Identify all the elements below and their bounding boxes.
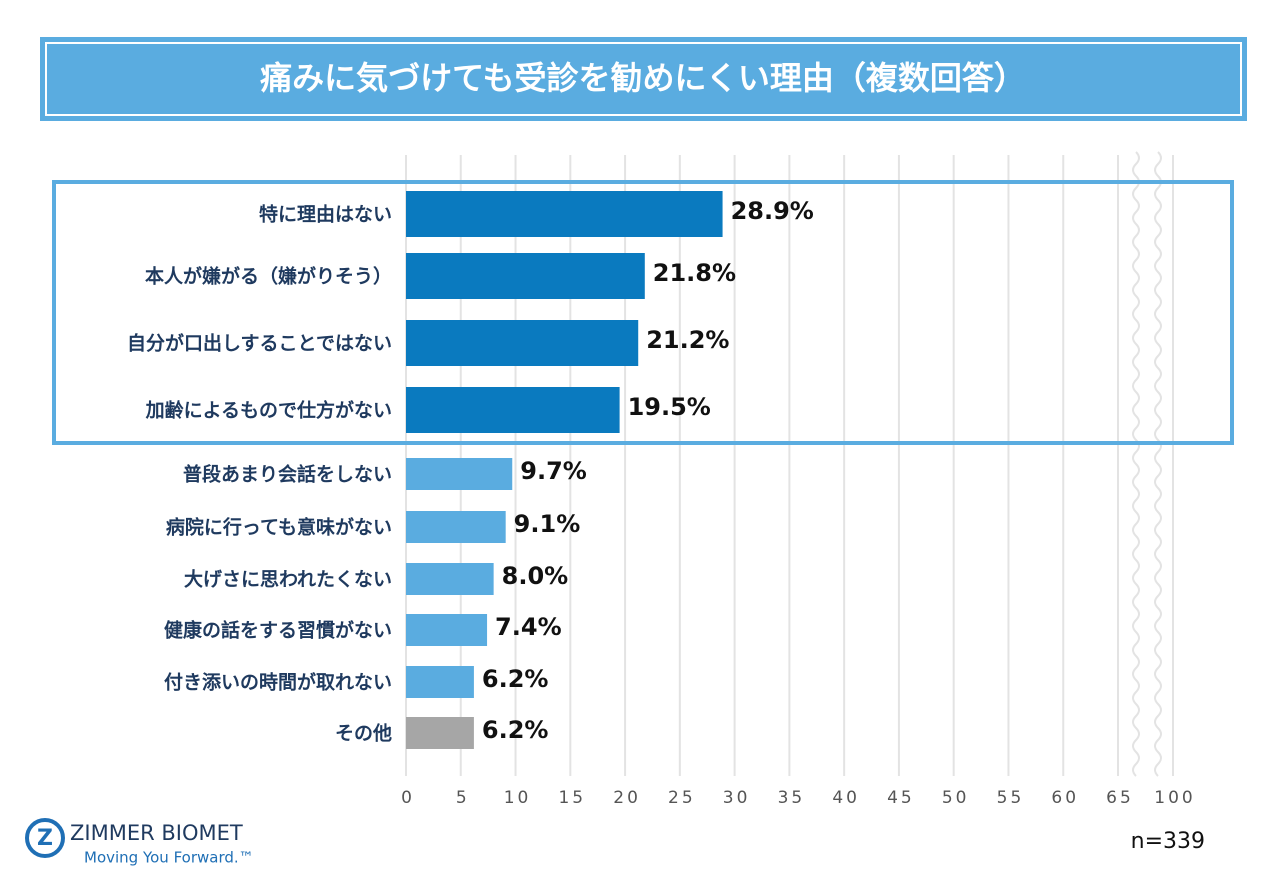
bar [406, 511, 506, 543]
logo-letter: Z [37, 826, 53, 851]
chart-title: 痛みに気づけても受診を勧めにくい理由（複数回答） [260, 59, 1026, 97]
y-tick-label: 病院に行っても意味がない [166, 516, 392, 539]
y-tick-label: 特に理由はない [259, 203, 392, 226]
x-tick-label: 45 [887, 788, 915, 808]
y-tick-label: 大げさに思われたくない [184, 568, 392, 591]
y-tick-label: 加齢によるもので仕方がない [145, 399, 392, 422]
bar [406, 563, 494, 595]
data-label: 21.2% [646, 326, 729, 354]
data-label: 9.1% [514, 510, 581, 538]
y-tick-label: その他 [335, 722, 392, 745]
data-label: 8.0% [502, 562, 569, 590]
bar [406, 387, 620, 433]
highlight-box [52, 180, 1234, 445]
x-tick-label: 20 [613, 788, 641, 808]
data-label: 6.2% [482, 716, 549, 744]
x-tick-label: 100 [1154, 788, 1195, 808]
bar [406, 458, 513, 490]
x-tick-label: 5 [456, 788, 470, 808]
x-tick-label: 65 [1106, 788, 1134, 808]
logo-mark [25, 818, 65, 858]
axis-break-line [1132, 151, 1140, 777]
bar [406, 320, 639, 366]
data-label: 9.7% [520, 457, 587, 485]
x-tick-label: 0 [401, 788, 415, 808]
logo: Z ZIMMER BIOMET Moving You Forward.™ [25, 818, 254, 867]
x-tick-label: 10 [504, 788, 532, 808]
x-tick-label: 50 [942, 788, 970, 808]
bar [406, 666, 474, 698]
logo-tagline: Moving You Forward.™ [84, 849, 254, 867]
sample-size: n=339 [1131, 829, 1205, 854]
x-tick-label: 30 [723, 788, 751, 808]
data-label: 21.8% [653, 259, 736, 287]
x-tick-label: 60 [1051, 788, 1079, 808]
x-tick-label: 55 [997, 788, 1025, 808]
title-border [45, 42, 1242, 116]
axis-break-line [1154, 151, 1162, 777]
bar [406, 253, 645, 299]
data-label: 6.2% [482, 665, 549, 693]
bar [406, 191, 723, 237]
x-tick-label: 25 [668, 788, 696, 808]
y-tick-label: 普段あまり会話をしない [183, 463, 392, 486]
x-tick-label: 15 [558, 788, 586, 808]
y-tick-label: 付き添いの時間が取れない [164, 671, 392, 694]
logo-name: ZIMMER BIOMET [70, 821, 243, 845]
title-bar [40, 37, 1247, 121]
y-tick-label: 自分が口出しすることではない [127, 332, 392, 355]
bar [406, 717, 474, 749]
data-label: 7.4% [495, 613, 562, 641]
y-tick-label: 本人が嫌がる（嫌がりそう） [145, 265, 392, 288]
bar [406, 614, 488, 646]
x-tick-label: 35 [778, 788, 806, 808]
x-tick-label: 40 [832, 788, 860, 808]
data-label: 28.9% [731, 197, 814, 225]
data-label: 19.5% [628, 393, 711, 421]
y-tick-label: 健康の話をする習慣がない [164, 619, 392, 642]
